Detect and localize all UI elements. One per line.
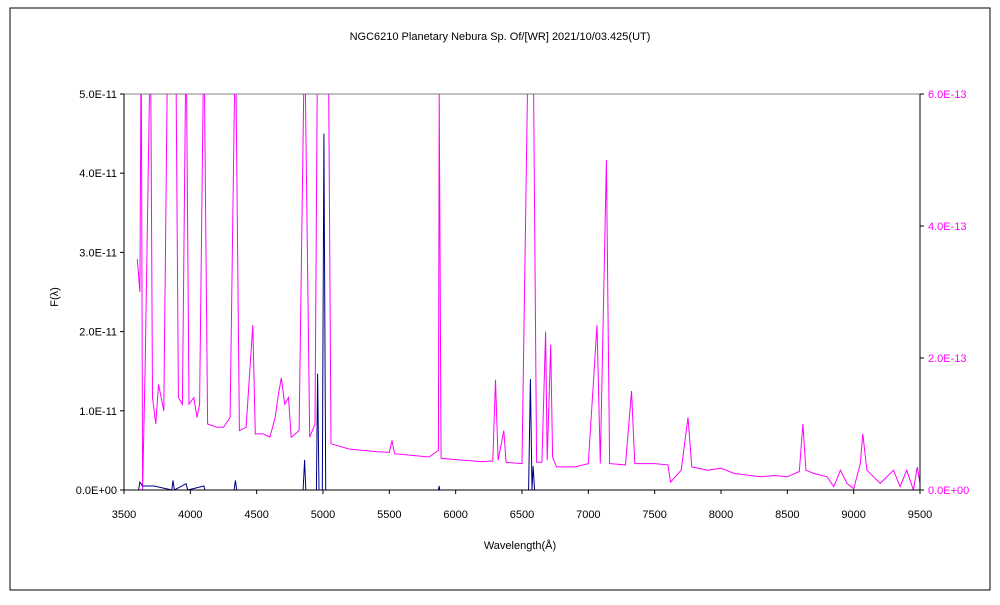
x-tick-label: 6500 — [510, 509, 534, 521]
y-left-tick-label: 4.0E-11 — [79, 168, 117, 180]
y-left-tick-label: 1.0E-11 — [79, 406, 117, 418]
x-tick-label: 6000 — [443, 509, 467, 521]
y-right-tick-label: 6.0E-13 — [928, 89, 967, 101]
x-tick-label: 4000 — [178, 509, 202, 521]
x-tick-label: 5000 — [311, 509, 335, 521]
chart-frame — [9, 7, 991, 591]
x-tick-label: 8000 — [709, 509, 733, 521]
x-tick-label: 4500 — [244, 509, 268, 521]
x-tick-label: 3500 — [112, 509, 136, 521]
y-left-tick-label: 3.0E-11 — [79, 247, 117, 259]
x-tick-label: 8500 — [775, 509, 799, 521]
right-axis-series-line — [136, 94, 920, 491]
y-left-tick-label: 0.0E+00 — [76, 485, 117, 497]
y-right-tick-label: 2.0E-13 — [928, 353, 967, 365]
x-tick-label: 7500 — [642, 509, 666, 521]
x-tick-label: 9500 — [908, 509, 932, 521]
y-right-tick-label: 0.0E+00 — [928, 485, 969, 497]
y-right-tick-label: 4.0E-13 — [928, 221, 967, 233]
x-tick-label: 9000 — [841, 509, 865, 521]
chart-title: NGC6210 Planetary Nebura Sp. Of/[WR] 202… — [350, 31, 651, 43]
x-tick-label: 7000 — [576, 509, 600, 521]
y-axis-label: F(λ) — [49, 287, 61, 307]
x-tick-label: 5500 — [377, 509, 401, 521]
y-left-tick-label: 2.0E-11 — [79, 327, 117, 339]
x-axis-label: Wavelength(Å) — [484, 539, 556, 552]
y-left-tick-label: 5.0E-11 — [79, 89, 117, 101]
